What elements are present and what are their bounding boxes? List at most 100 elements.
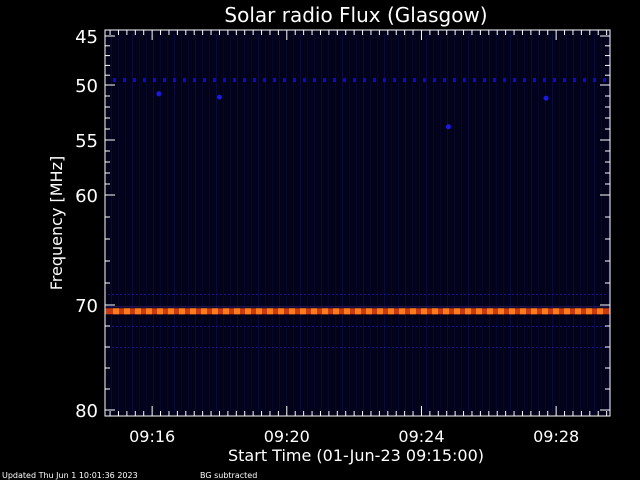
band-weak-segment	[596, 347, 598, 348]
band-weak-segment	[240, 347, 242, 348]
band-weak-segment	[432, 294, 434, 295]
band-weak-segment	[212, 347, 214, 348]
band-weak-segment	[364, 347, 366, 348]
band-moderate-segment	[423, 78, 426, 83]
band-weak-segment	[468, 294, 470, 295]
band-weak-segment	[320, 326, 322, 327]
band-weak-segment	[492, 347, 494, 348]
band-weak-segment	[516, 294, 518, 295]
band-hot-segment	[454, 308, 460, 315]
vertical-streak	[370, 34, 371, 412]
band-hot-segment	[586, 308, 592, 315]
band-weak-segment	[352, 347, 354, 348]
vertical-streak	[349, 34, 350, 412]
band-weak-segment	[272, 326, 274, 327]
band-weak-segment	[128, 326, 130, 327]
vertical-streak	[552, 34, 553, 412]
band-hot-segment	[465, 308, 471, 315]
band-hot-segment	[443, 308, 449, 315]
band-weak-segment	[460, 347, 462, 348]
band-weak-segment	[212, 326, 214, 327]
band-weak-segment	[196, 326, 198, 327]
band-weak-segment	[456, 294, 458, 295]
band-weak-segment	[308, 326, 310, 327]
x-tick-label: 09:16	[129, 427, 175, 446]
band-weak-segment	[396, 294, 398, 295]
band-moderate-segment	[153, 78, 156, 83]
band-weak-segment	[140, 294, 142, 295]
vertical-streak	[188, 34, 189, 412]
vertical-streak	[244, 34, 245, 412]
band-weak-segment	[276, 294, 278, 295]
band-weak-segment	[260, 347, 262, 348]
band-weak-segment	[592, 347, 594, 348]
band-hot-segment	[124, 308, 130, 315]
band-moderate-segment	[263, 78, 266, 83]
band-weak-segment	[408, 326, 410, 327]
band-weak-segment	[368, 347, 370, 348]
band-weak-segment	[492, 326, 494, 327]
band-weak-segment	[548, 347, 550, 348]
band-weak-segment	[412, 347, 414, 348]
vertical-streak	[167, 34, 168, 412]
band-weak-segment	[524, 294, 526, 295]
band-weak-segment	[516, 326, 518, 327]
band-weak-segment	[320, 347, 322, 348]
band-weak-segment	[576, 347, 578, 348]
vertical-streak	[398, 34, 399, 412]
band-weak-segment	[240, 294, 242, 295]
band-weak-segment	[428, 294, 430, 295]
band-weak-segment	[188, 326, 190, 327]
band-hot-segment	[432, 308, 438, 315]
band-weak-segment	[392, 347, 394, 348]
band-weak-segment	[372, 326, 374, 327]
vertical-streak	[482, 34, 483, 412]
band-weak-segment	[176, 294, 178, 295]
band-weak-segment	[408, 347, 410, 348]
band-hot-segment	[223, 308, 229, 315]
band-moderate-segment	[373, 78, 376, 83]
band-weak-segment	[288, 294, 290, 295]
band-weak-segment	[560, 294, 562, 295]
x-tick-label: 09:24	[398, 427, 444, 446]
band-weak-segment	[192, 347, 194, 348]
band-weak-segment	[424, 294, 426, 295]
band-moderate-segment	[383, 78, 386, 83]
band-weak-segment	[412, 294, 414, 295]
x-tick-label: 09:20	[264, 427, 310, 446]
y-tick-label: 70	[75, 296, 98, 317]
vertical-streak	[139, 34, 140, 412]
band-hot-segment	[135, 308, 141, 315]
band-weak-segment	[256, 294, 258, 295]
band-weak-segment	[384, 294, 386, 295]
band-weak-segment	[372, 294, 374, 295]
y-tick-label: 60	[75, 186, 98, 207]
vertical-streak	[132, 34, 133, 412]
band-weak-segment	[116, 326, 118, 327]
band-moderate-segment	[403, 78, 406, 83]
band-weak-segment	[152, 347, 154, 348]
band-moderate-segment	[213, 78, 216, 83]
band-weak-segment	[532, 294, 534, 295]
band-weak-segment	[204, 347, 206, 348]
emission-spot	[543, 95, 549, 101]
band-weak-segment	[560, 326, 562, 327]
band-hot-segment	[322, 308, 328, 315]
band-hot-segment	[388, 308, 394, 315]
band-weak-segment	[420, 326, 422, 327]
band-weak-segment	[544, 294, 546, 295]
vertical-streak	[202, 34, 203, 412]
band-weak-segment	[288, 347, 290, 348]
band-weak-segment	[292, 294, 294, 295]
band-moderate-segment	[283, 78, 286, 83]
vertical-streak	[223, 34, 224, 412]
band-weak-segment	[332, 294, 334, 295]
band-weak-segment	[536, 326, 538, 327]
band-weak-segment	[316, 326, 318, 327]
band-weak-segment	[256, 326, 258, 327]
band-weak-segment	[392, 326, 394, 327]
band-weak-segment	[580, 294, 582, 295]
band-weak-segment	[280, 347, 282, 348]
band-weak-segment	[376, 326, 378, 327]
band-weak-segment	[344, 294, 346, 295]
